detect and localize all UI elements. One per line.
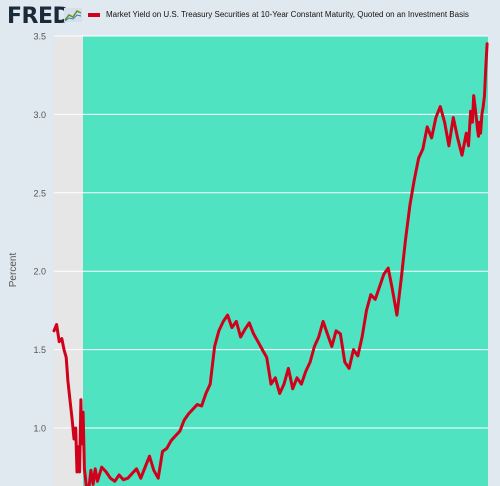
y-axis-ticks: 1.0 1.5 2.0 2.5 3.0 3.5 xyxy=(33,32,46,434)
y-axis-label: Percent xyxy=(8,253,19,288)
fred-logo-graph-icon xyxy=(64,8,82,22)
legend-swatch xyxy=(88,12,100,17)
chart-header: FRED Market Yield on U.S. Treasury Secur… xyxy=(0,0,500,30)
y-tick-label: 1.0 xyxy=(33,423,46,433)
y-tick-label: 1.5 xyxy=(33,345,46,355)
legend-label: Market Yield on U.S. Treasury Securities… xyxy=(106,10,469,19)
y-tick-label: 3.0 xyxy=(33,110,46,120)
series-line xyxy=(52,42,489,486)
grid-lines xyxy=(54,35,488,429)
fred-logo: FRED xyxy=(7,4,71,29)
y-tick-label: 3.5 xyxy=(33,32,46,42)
y-tick-label: 2.0 xyxy=(33,267,46,277)
shaded-region xyxy=(83,36,488,486)
chart-legend[interactable]: Market Yield on U.S. Treasury Securities… xyxy=(88,10,469,19)
y-tick-label: 2.5 xyxy=(33,188,46,198)
